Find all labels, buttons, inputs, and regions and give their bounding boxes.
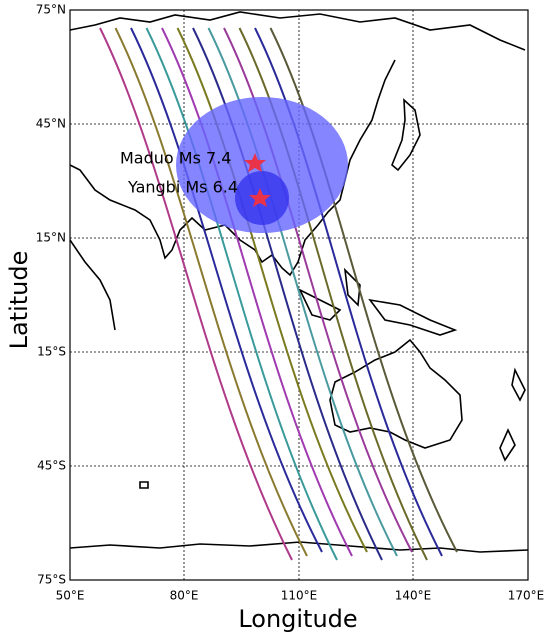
- x-tick-label: 110°E: [281, 589, 318, 603]
- satellite-tracks: [99, 27, 458, 561]
- y-tick-labels: 75°N 45°N 15°N 15°S 45°S 75°S: [36, 3, 66, 587]
- x-tick-label: 140°E: [395, 589, 432, 603]
- satellite-track: [99, 27, 293, 561]
- coastline: [499, 367, 526, 462]
- satellite-track: [254, 27, 443, 557]
- impact-zones: [176, 97, 348, 233]
- y-tick-label: 45°N: [36, 117, 66, 131]
- satellite-track: [114, 27, 308, 557]
- satellite-track: [176, 27, 368, 553]
- coastline: [69, 239, 116, 331]
- y-tick-label: 75°N: [36, 3, 66, 17]
- maduo-epicenter: [244, 153, 266, 172]
- x-tick-labels: 50°E 80°E 110°E 140°E 170°E: [56, 589, 545, 603]
- satellite-track: [223, 27, 413, 553]
- x-tick-label: 80°E: [170, 589, 199, 603]
- satellite-track: [130, 27, 323, 553]
- x-tick-label: 170°E: [508, 589, 545, 603]
- y-tick-label: 45°S: [37, 459, 66, 473]
- satellite-track: [161, 27, 353, 557]
- annotation: Maduo Ms 7.4: [120, 149, 231, 168]
- satellite-track: [207, 27, 398, 557]
- satellite-track: [145, 27, 338, 561]
- x-axis-label: Longitude: [238, 605, 357, 633]
- annotation: Yangbi Ms 6.4: [127, 178, 238, 197]
- maduo-zone: [176, 97, 348, 233]
- coastline: [69, 59, 396, 277]
- coastline: [391, 98, 421, 172]
- yangbi-epicenter: [249, 188, 271, 207]
- satellite-track: [269, 27, 458, 553]
- y-axis-label: Latitude: [5, 251, 33, 350]
- y-tick-label: 75°S: [37, 573, 66, 587]
- coastline: [139, 481, 149, 489]
- y-tick-label: 15°N: [36, 231, 66, 245]
- coastline: [329, 338, 463, 449]
- satellite-track: [192, 27, 383, 561]
- satellite-track: [238, 27, 428, 561]
- y-tick-label: 15°S: [37, 345, 66, 359]
- coastline: [69, 11, 526, 51]
- x-tick-label: 50°E: [56, 589, 85, 603]
